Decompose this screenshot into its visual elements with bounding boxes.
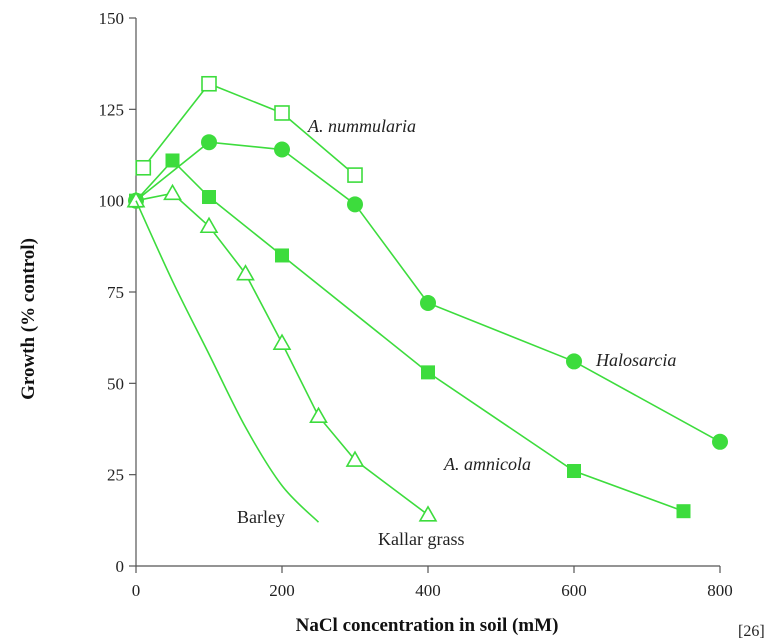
series-halosarcia	[128, 134, 728, 450]
y-tick-label: 25	[107, 466, 124, 485]
series-line-kallar-grass	[135, 192, 429, 516]
citation: [26]	[738, 623, 765, 640]
y-tick-label: 0	[116, 557, 125, 576]
data-point-halosarcia	[347, 196, 363, 213]
data-point-kallar-grass	[236, 264, 255, 281]
label-barley: Barley	[237, 507, 285, 527]
x-tick-label: 0	[132, 581, 141, 600]
data-point-kallar-grass	[272, 333, 292, 350]
y-tick-label: 125	[99, 100, 125, 119]
data-point-a-amnicola	[676, 504, 691, 519]
data-point-kallar-grass	[199, 216, 219, 234]
x-axis-title: NaCl concentration in soil (mM)	[296, 615, 559, 636]
axes: 0 25 50 75 100 125 150 0 200 400 600 800	[99, 9, 733, 600]
series-a-amnicola	[129, 153, 691, 519]
data-point-a-amnicola	[567, 464, 581, 479]
data-point-kallar-grass	[126, 191, 146, 208]
data-point-kallar-grass	[309, 406, 328, 424]
data-point-halosarcia	[201, 134, 217, 151]
x-tick-label: 200	[269, 581, 295, 600]
y-tick-label: 75	[107, 283, 124, 302]
data-point-a-nummularia	[135, 159, 152, 176]
x-tick-label: 600	[561, 581, 587, 600]
label-a-amnicola: A. amnicola	[443, 454, 531, 474]
series-line-halosarcia	[135, 141, 721, 443]
y-tick-label: 50	[107, 374, 124, 393]
data-point-a-nummularia	[201, 75, 217, 92]
data-point-a-nummularia	[274, 105, 290, 121]
y-tick-label: 150	[99, 9, 125, 28]
data-point-kallar-grass	[418, 505, 438, 522]
series-layer	[126, 75, 728, 523]
data-point-halosarcia	[566, 353, 582, 370]
label-halosarcia: Halosarcia	[595, 350, 676, 370]
label-a-nummularia: A. nummularia	[307, 116, 416, 136]
data-point-a-amnicola	[275, 248, 289, 263]
data-point-halosarcia	[420, 294, 436, 311]
x-tick-label: 800	[707, 581, 733, 600]
series-line-a-nummularia	[142, 82, 356, 176]
data-point-kallar-grass	[345, 450, 365, 467]
y-axis-title: Growth (% control)	[18, 238, 39, 400]
data-point-kallar-grass	[163, 183, 182, 201]
x-tick-label: 400	[415, 581, 441, 600]
data-point-a-amnicola	[421, 365, 435, 380]
series-line-a-amnicola	[135, 159, 684, 512]
series-line-barley	[135, 200, 320, 523]
data-point-a-amnicola	[165, 153, 180, 168]
y-tick-label: 100	[99, 192, 125, 211]
label-kallar-grass: Kallar grass	[378, 529, 464, 549]
series-barley	[135, 200, 320, 523]
data-point-halosarcia	[274, 141, 290, 158]
series-kallar-grass	[126, 183, 438, 522]
data-point-a-amnicola	[202, 190, 216, 205]
data-point-halosarcia	[712, 433, 728, 450]
data-point-a-nummularia	[347, 167, 363, 183]
series-a-nummularia	[135, 75, 363, 183]
